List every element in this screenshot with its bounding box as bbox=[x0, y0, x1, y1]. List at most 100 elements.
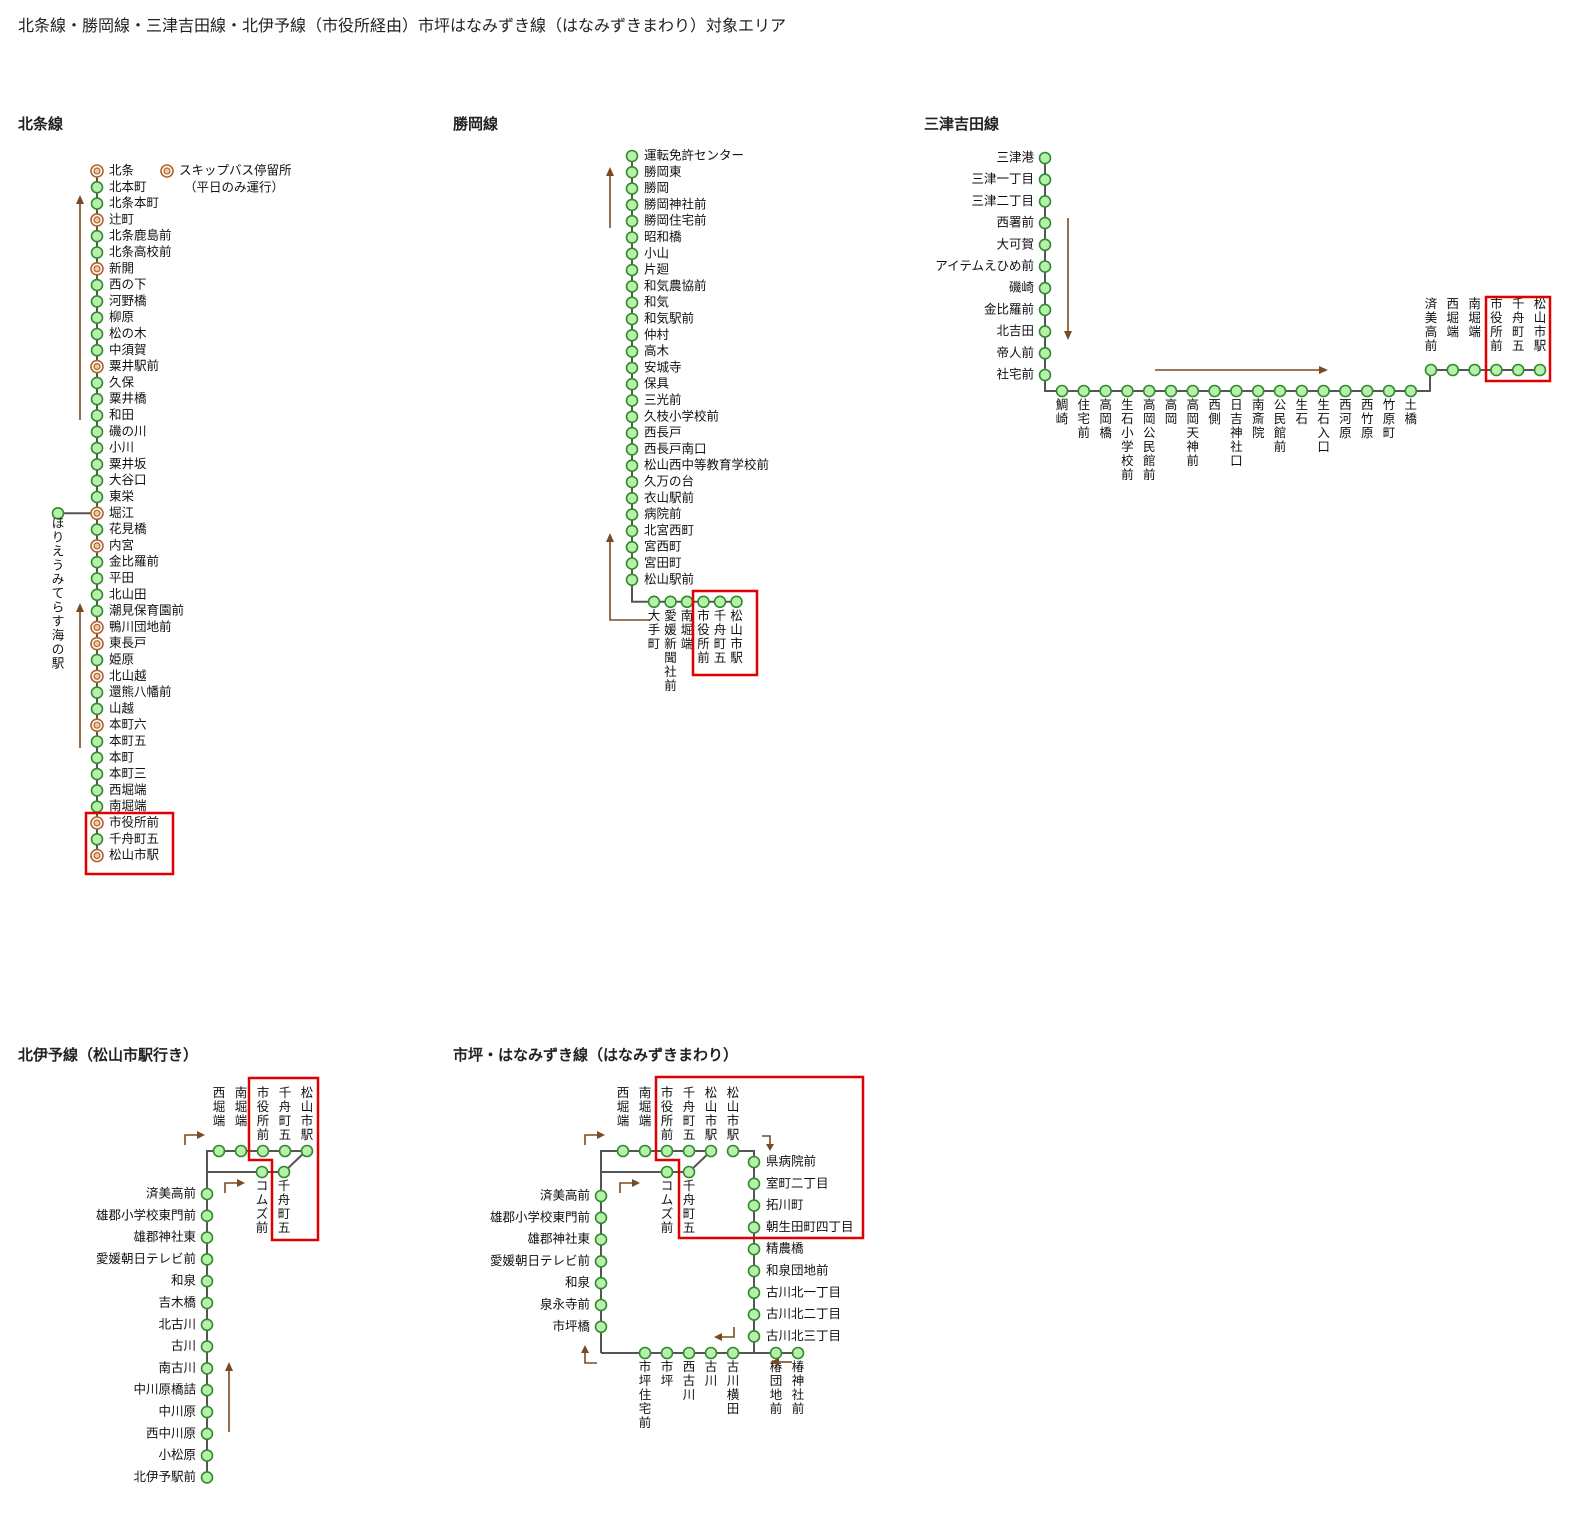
station-marker bbox=[625, 345, 639, 358]
skip-stop-inner bbox=[163, 167, 171, 175]
mitsu-bottom-label: 土橋 bbox=[1405, 397, 1418, 426]
station-marker bbox=[278, 1144, 292, 1158]
station-marker bbox=[1339, 384, 1352, 398]
station-marker bbox=[1038, 346, 1052, 360]
station-marker bbox=[625, 182, 639, 195]
hojo-station-label: 粟井橋 bbox=[109, 391, 147, 406]
station-marker bbox=[90, 458, 104, 471]
hojo-station-label: 金比羅前 bbox=[109, 554, 159, 569]
station-marker bbox=[769, 1346, 783, 1360]
station-marker bbox=[594, 1320, 608, 1334]
turn-arrow bbox=[584, 1134, 597, 1145]
direction-arrowhead bbox=[606, 167, 614, 176]
station-marker bbox=[726, 1346, 740, 1360]
katsuoka-station-label: 西長戸南口 bbox=[644, 441, 707, 456]
station-marker bbox=[747, 1264, 761, 1278]
station-marker bbox=[594, 1298, 608, 1312]
skip-stop-inner bbox=[93, 363, 101, 371]
katsuoka-station-label: 安城寺 bbox=[644, 359, 682, 374]
turn-arrowhead bbox=[197, 1131, 205, 1139]
ichitsubo-right-label: 朝生田町四丁目 bbox=[766, 1219, 854, 1234]
katsuoka-line-title: 勝岡線 bbox=[453, 115, 499, 133]
station-marker bbox=[747, 1177, 761, 1191]
ichitsubo-mid-label: 千舟町五 bbox=[683, 1178, 696, 1235]
kitaiyo-top-label: 千舟町五 bbox=[279, 1085, 292, 1142]
hojo-station-label: 市役所前 bbox=[109, 815, 159, 830]
katsuoka-station-label: 宮田町 bbox=[644, 555, 682, 570]
station-marker bbox=[200, 1362, 214, 1375]
station-marker bbox=[625, 328, 639, 342]
station-marker bbox=[625, 459, 639, 473]
station-marker bbox=[1295, 384, 1309, 398]
station-marker bbox=[90, 181, 104, 194]
station-marker bbox=[90, 686, 104, 699]
station-marker bbox=[625, 394, 639, 407]
mitsu-bottom-label: 高岡公民館前 bbox=[1143, 397, 1156, 482]
ichitsubo-left-label: 泉永寺前 bbox=[540, 1297, 590, 1312]
mitsu-bottom-label: 西側 bbox=[1208, 397, 1221, 426]
hojo-station-label: 堀江 bbox=[109, 505, 134, 520]
hojo-station-label: 北条高校前 bbox=[109, 244, 172, 259]
station-marker bbox=[1038, 325, 1052, 338]
station-marker bbox=[90, 392, 104, 406]
hojo-station-label: 北条本町 bbox=[109, 195, 159, 210]
station-marker bbox=[594, 1233, 608, 1246]
mitsu-station-label: 大可賀 bbox=[996, 236, 1034, 251]
hojo-station-label: 花見橋 bbox=[109, 521, 147, 536]
kitaiyo-line-title: 北伊予線（松山市駅行き） bbox=[18, 1046, 199, 1064]
station-marker bbox=[90, 409, 104, 422]
station-marker bbox=[1511, 363, 1525, 377]
station-marker bbox=[255, 1165, 269, 1179]
hojo-station-label: 北条鹿島前 bbox=[109, 228, 172, 243]
station-marker bbox=[1038, 238, 1052, 252]
mitsu-station-label: 北吉田 bbox=[996, 323, 1034, 338]
ichitsubo-top-label: 松山市駅 bbox=[727, 1085, 740, 1142]
station-marker bbox=[680, 595, 694, 609]
hojo-legend-label: スキップバス停留所 bbox=[179, 163, 292, 178]
station-marker bbox=[625, 361, 639, 375]
kitaiyo-station-label: 古川 bbox=[171, 1338, 196, 1353]
station-marker bbox=[90, 246, 104, 259]
station-marker bbox=[1186, 384, 1200, 398]
mitsu-bottom-label: 生石入口 bbox=[1317, 397, 1330, 454]
station-marker bbox=[594, 1189, 608, 1203]
mitsu-bottom-label: 生石小学校前 bbox=[1121, 397, 1134, 482]
station-marker bbox=[200, 1427, 214, 1441]
station-marker bbox=[704, 1346, 718, 1360]
station-marker bbox=[1038, 151, 1052, 165]
kitaiyo-mid-label: 千舟町五 bbox=[278, 1178, 291, 1235]
kitaiyo-station-label: 和泉 bbox=[171, 1273, 197, 1288]
station-marker bbox=[625, 524, 639, 538]
station-marker bbox=[200, 1296, 214, 1310]
mitsu-bottom-label: 公民館前 bbox=[1274, 397, 1287, 454]
katsuoka-bottom-label: 松山市駅 bbox=[730, 608, 743, 665]
kitaiyo-station-label: 中川原橋詰 bbox=[133, 1382, 196, 1397]
ichitsubo-mid-label: コムズ前 bbox=[661, 1178, 674, 1235]
turn-arrow bbox=[762, 1135, 771, 1144]
direction-arrowhead bbox=[76, 195, 84, 204]
station-marker bbox=[1317, 384, 1330, 398]
katsuoka-station-label: 高木 bbox=[644, 343, 670, 358]
station-marker bbox=[200, 1318, 214, 1332]
mitsu-bottom-label: 日吉神社口 bbox=[1230, 397, 1243, 468]
katsuoka-station-label: 病院前 bbox=[644, 506, 682, 521]
mitsu-station-label: 金比羅前 bbox=[984, 301, 1034, 316]
skip-stop-inner bbox=[93, 851, 101, 860]
katsuoka-station-label: 勝岡住宅前 bbox=[644, 213, 707, 228]
station-marker bbox=[747, 1308, 761, 1321]
station-marker bbox=[1251, 384, 1265, 398]
station-marker bbox=[200, 1383, 214, 1397]
mitsu-station-label: 社宅前 bbox=[996, 367, 1034, 382]
station-marker bbox=[90, 523, 104, 536]
hojo-station-label: 鴨川団地前 bbox=[109, 619, 172, 634]
station-marker bbox=[51, 506, 65, 520]
skip-stop-inner bbox=[93, 721, 101, 729]
kitaiyo-top-label: 松山市駅 bbox=[301, 1085, 314, 1142]
station-marker bbox=[277, 1165, 291, 1179]
station-marker bbox=[90, 197, 104, 210]
station-marker bbox=[1038, 216, 1052, 230]
katsuoka-return-arrowhead bbox=[606, 533, 614, 542]
station-marker bbox=[90, 702, 104, 716]
kitaiyo-station-label: 北伊予駅前 bbox=[133, 1469, 196, 1484]
